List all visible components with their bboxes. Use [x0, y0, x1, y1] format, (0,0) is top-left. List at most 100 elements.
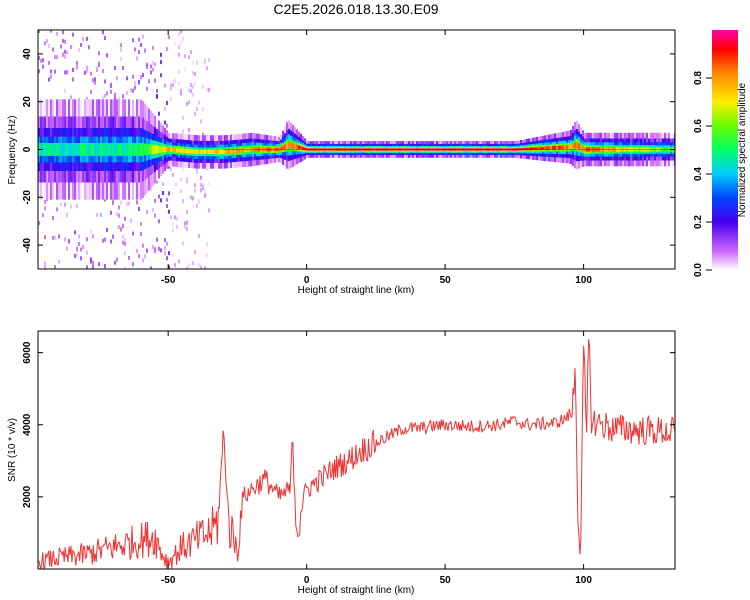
spectrogram-ridge-cell: [530, 147, 532, 151]
spectrogram-ridge-cell: [536, 147, 538, 151]
spectrogram-noise-cell: [154, 198, 156, 203]
spectrogram-ridge-cell: [106, 143, 108, 156]
spectrogram-y-tick-label: -40: [22, 237, 33, 252]
spectrogram-noise-cell: [206, 87, 208, 92]
spectrogram-ridge-cell: [108, 143, 110, 156]
spectrogram-ridge-cell: [552, 146, 554, 150]
spectrogram-noise-cell: [94, 80, 96, 85]
spectrogram-ridge-cell: [226, 149, 228, 154]
spectrogram-ridge-cell: [230, 149, 232, 154]
spectrogram-ridge-cell: [290, 142, 292, 149]
spectrogram-panel: -50 0 50 100 -40 -20 0 20 40 Height of straight …: [7, 29, 676, 296]
spectrogram-ridge-cell: [576, 142, 578, 149]
spectrogram-noise-cell: [136, 56, 138, 61]
spectrogram-noise-cell: [82, 37, 84, 42]
spectrogram-noise-cell: [168, 35, 170, 40]
spectrogram-noise-cell: [126, 76, 128, 81]
spectrogram-noise-cell: [84, 70, 86, 75]
spectrogram-noise-cell: [196, 107, 198, 112]
spectrogram-noise-cell: [150, 266, 152, 269]
spectrogram-noise-cell: [144, 254, 146, 259]
spectrogram-ridge-cell: [118, 143, 120, 156]
spectrogram-noise-cell: [118, 205, 120, 210]
spectrogram-noise-cell: [182, 167, 184, 172]
spectrogram-noise-cell: [146, 209, 148, 214]
spectrogram-noise-cell: [130, 88, 132, 93]
spectrogram-noise-cell: [110, 239, 112, 244]
spectrogram-ridge-cell: [76, 143, 78, 156]
spectrogram-ridge-cell: [58, 143, 60, 156]
spectrogram-ridge-cell: [548, 146, 550, 150]
spectrogram-noise-cell: [176, 225, 178, 229]
spectrogram-noise-cell: [194, 71, 196, 76]
spectrogram-ridge-cell: [294, 143, 296, 149]
colorbar-ticks: 0.0 0.2 0.4 0.6 0.8: [693, 71, 712, 277]
spectrogram-ticks: -50 0 50 100 -40 -20 0 20 40: [22, 30, 675, 286]
spectrogram-noise-cell: [94, 77, 96, 82]
spectrogram-noise-cell: [166, 241, 168, 246]
spectrogram-noise-cell: [68, 239, 70, 243]
spectrogram-noise-cell: [88, 45, 90, 50]
spectrogram-ridge-cell: [104, 143, 106, 156]
spectrogram-noise-cell: [102, 238, 104, 243]
spectrogram-noise-cell: [134, 81, 136, 86]
spectrogram-noise-cell: [194, 81, 196, 86]
spectrogram-noise-cell: [50, 30, 52, 33]
spectrogram-ridge-cell: [210, 149, 212, 154]
spectrogram-ridge-cell: [94, 143, 96, 156]
spectrogram-noise-cell: [90, 89, 92, 94]
spectrogram-noise-cell: [138, 50, 140, 55]
spectrogram-ridge-cell: [236, 148, 238, 153]
spectrogram-noise-cell: [38, 55, 40, 60]
spectrogram-noise-cell: [134, 47, 136, 52]
spectrogram-noise-cell: [208, 181, 210, 186]
spectrogram-noise-cell: [42, 64, 44, 69]
spectrogram-ridge-cell: [220, 149, 222, 154]
spectrogram-ridge-cell: [280, 147, 282, 151]
spectrogram-noise-cell: [194, 111, 196, 116]
spectrogram-y-label: Frequency (Hz): [7, 116, 18, 185]
spectrogram-noise-cell: [160, 248, 162, 253]
spectrogram-ridge-cell: [542, 146, 544, 150]
spectrogram-noise-cell: [178, 32, 180, 37]
spectrogram-ridge-cell: [188, 149, 190, 154]
spectrogram-ridge-cell: [88, 143, 90, 156]
spectrogram-noise-cell: [76, 253, 78, 258]
spectrogram-noise-cell: [56, 207, 58, 212]
spectrogram-ridge-cell: [140, 143, 142, 156]
spectrogram-noise-cell: [186, 220, 188, 225]
spectrogram-noise-cell: [104, 79, 106, 84]
spectrogram-ridge-cell: [224, 149, 226, 154]
spectrogram-noise-cell: [116, 76, 118, 81]
spectrogram-noise-cell: [60, 202, 62, 207]
colorbar-scale: [712, 30, 738, 270]
spectrogram-noise-cell: [172, 80, 174, 84]
spectrogram-noise-cell: [116, 257, 118, 262]
spectrogram-noise-cell: [70, 95, 72, 100]
spectrogram-noise-cell: [124, 266, 126, 269]
spectrogram-noise-cell: [164, 251, 166, 256]
spectrogram-noise-cell: [44, 265, 46, 269]
spectrogram-noise-cell: [120, 200, 122, 205]
spectrogram-noise-cell: [180, 91, 182, 96]
spectrogram-ridge-cell: [524, 147, 526, 151]
spectrogram-noise-cell: [152, 245, 154, 250]
spectrogram-noise-cell: [180, 177, 182, 182]
spectrogram-noise-cell: [160, 198, 162, 203]
spectrogram-ridge-cell: [102, 143, 104, 156]
spectrogram-y-tick-label: 40: [22, 48, 33, 60]
spectrogram-noise-cell: [174, 41, 176, 46]
spectrogram-noise-cell: [64, 237, 66, 242]
spectrogram-noise-cell: [176, 217, 178, 222]
spectrogram-noise-cell: [60, 44, 62, 49]
spectrogram-noise-cell: [106, 227, 108, 232]
spectrogram-noise-cell: [58, 234, 60, 239]
colorbar-tick-label: 0.4: [693, 167, 704, 181]
spectrogram-ridge-cell: [580, 144, 582, 150]
spectrogram-noise-cell: [86, 237, 88, 242]
spectrogram-noise-cell: [126, 91, 128, 96]
spectrogram-ridge-cell: [240, 148, 242, 153]
spectrogram-noise-cell: [170, 86, 172, 91]
spectrogram-ridge-cell: [70, 143, 72, 156]
